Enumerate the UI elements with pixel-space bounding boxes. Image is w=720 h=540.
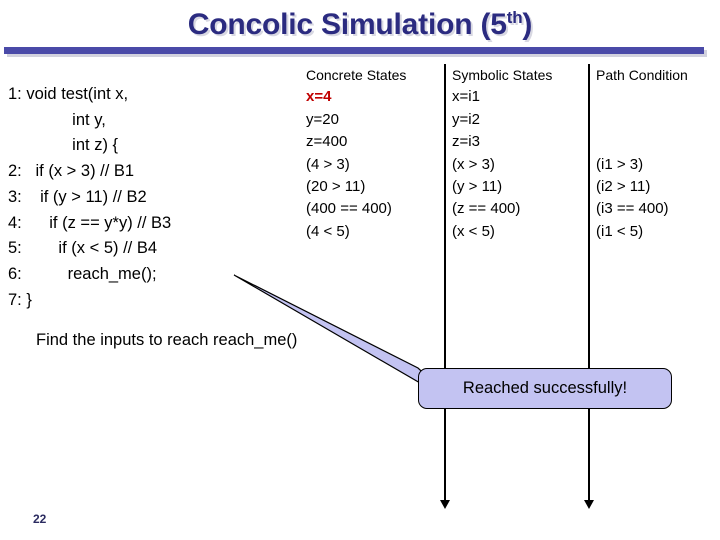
- cell-concrete-4: (20 > 11): [306, 178, 366, 196]
- column-concrete-states: Concrete States x=4 y=20 z=400 (4 > 3) (…: [306, 64, 406, 243]
- cell-symbolic-3: (x > 3): [452, 155, 495, 173]
- column-header-path-condition: Path Condition: [596, 67, 688, 83]
- callout-box: Reached successfully!: [418, 368, 672, 409]
- cell-concrete-3: (4 > 3): [306, 155, 350, 173]
- page-title-superscript: th: [506, 8, 523, 27]
- code-listing: 1: void test(int x, int y, int z) { 2: i…: [8, 85, 172, 309]
- cell-symbolic-1: y=i2: [452, 110, 480, 128]
- caption-text: Find the inputs to reach reach_me(): [36, 331, 298, 349]
- cell-concrete-1: y=20: [306, 110, 339, 128]
- cell-symbolic-5: (z == 400): [452, 200, 521, 218]
- cell-symbolic-6: (x < 5): [452, 222, 495, 240]
- column-symbolic-states: Symbolic States x=i1 y=i2 z=i3 (x > 3) (…: [452, 64, 552, 243]
- cell-symbolic-4: (y > 11): [452, 178, 503, 196]
- column-header-symbolic-states: Symbolic States: [452, 67, 553, 83]
- column-divider-line-1: [444, 64, 446, 502]
- callout-pointer-tail: [233, 274, 459, 406]
- column-header-concrete-states: Concrete States: [306, 67, 407, 83]
- column-path-condition: Path Condition (i1 > 3) (i2 > 11) (i3 ==…: [596, 64, 688, 243]
- flow-arrow-head-2: [584, 500, 594, 509]
- flow-arrow-head-1: [440, 500, 450, 509]
- cell-path-4: (i2 > 11): [596, 178, 651, 196]
- page-title: Concolic Simulation (5th): [0, 8, 720, 42]
- title-divider-rule: [4, 47, 704, 54]
- cell-concrete-0: x=4: [306, 88, 332, 106]
- cell-symbolic-2: z=i3: [452, 133, 480, 151]
- cell-symbolic-0: x=i1: [452, 88, 480, 106]
- cell-concrete-2: z=400: [306, 133, 348, 151]
- cell-path-5: (i3 == 400): [596, 200, 669, 218]
- page-title-main: Concolic Simulation (5: [187, 8, 507, 41]
- cell-path-3: (i1 > 3): [596, 155, 644, 173]
- callout-label: Reached successfully!: [462, 379, 628, 397]
- column-divider-line-2: [588, 64, 590, 502]
- cell-concrete-6: (4 < 5): [306, 222, 350, 240]
- page-number: 22: [33, 512, 47, 526]
- cell-path-6: (i1 < 5): [596, 222, 644, 240]
- cell-concrete-5: (400 == 400): [306, 200, 392, 218]
- page-title-close-paren: ): [522, 8, 533, 41]
